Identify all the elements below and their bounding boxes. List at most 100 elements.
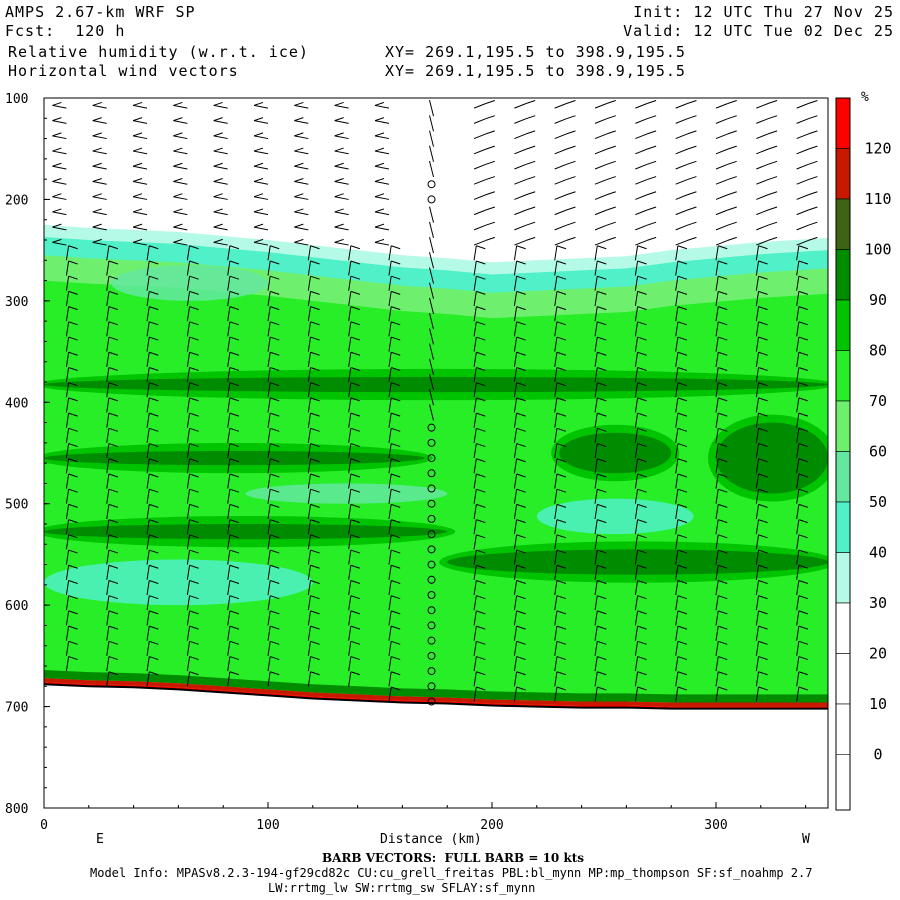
wind-barb <box>796 382 800 398</box>
wind-barb-flag <box>556 290 567 295</box>
wind-barb <box>594 504 598 520</box>
wind-barb-flag <box>92 162 102 167</box>
wind-barb <box>513 352 518 367</box>
wind-barb-flag <box>229 519 240 524</box>
wind-barb-flag <box>718 640 728 645</box>
wind-barb <box>307 489 312 504</box>
wind-barb-flag <box>92 117 102 122</box>
calm-barb <box>427 636 436 645</box>
wind-barb <box>554 458 558 474</box>
wind-barb-flag <box>606 176 616 181</box>
wind-barb <box>186 443 191 459</box>
wind-barb <box>267 276 271 291</box>
wind-barb <box>334 226 349 231</box>
wind-barb-flag <box>798 579 809 584</box>
wind-barb <box>307 580 312 596</box>
wind-barb-flag <box>516 610 526 615</box>
wind-barb <box>294 165 309 170</box>
wind-barb <box>253 165 269 170</box>
wind-barb-flag <box>374 193 385 198</box>
wind-barb <box>267 291 271 307</box>
wind-barb <box>227 489 231 504</box>
wind-barb <box>554 276 558 291</box>
wind-barb-flag <box>637 549 647 554</box>
calm-barb <box>427 195 436 204</box>
wind-barb <box>92 196 107 200</box>
wind-barb <box>307 549 312 565</box>
wind-barb <box>65 458 70 474</box>
wind-barb-flag <box>516 534 526 539</box>
wind-barb <box>65 549 70 565</box>
wind-barb-flag <box>597 579 607 584</box>
wind-barb <box>186 352 191 367</box>
wind-barb <box>307 504 312 520</box>
wind-barb <box>796 239 809 246</box>
wind-barb-flag <box>798 306 809 311</box>
wind-barb-flag <box>758 656 768 661</box>
wind-barb-flag <box>270 488 280 493</box>
wind-barb <box>755 626 760 641</box>
wind-barb <box>594 148 607 155</box>
wind-barb-flag <box>92 223 102 228</box>
wind-barb <box>635 163 648 170</box>
wind-barb-flag <box>149 595 159 600</box>
wind-barb-flag <box>808 236 818 241</box>
wind-barb <box>473 245 477 261</box>
wind-barb <box>675 489 679 504</box>
wind-barb <box>756 163 769 170</box>
wind-barb-flag <box>758 321 768 326</box>
wind-barb <box>513 580 518 596</box>
wind-barb-flag <box>758 336 768 341</box>
wind-barb <box>429 100 435 117</box>
wind-barb <box>348 321 352 337</box>
wind-barb-flag <box>516 336 526 341</box>
wind-barb-flag <box>718 245 728 250</box>
wind-barb-flag <box>556 534 567 539</box>
wind-barb <box>513 519 518 535</box>
wind-barb <box>755 245 760 261</box>
wind-barb <box>755 336 760 352</box>
wind-barb <box>594 103 607 109</box>
wind-barb <box>554 118 567 124</box>
wind-barb-flag <box>294 193 304 198</box>
wind-barb-flag <box>334 117 344 122</box>
colorbar-label: 70 <box>869 392 887 410</box>
wind-barb <box>634 580 639 596</box>
wind-barb <box>334 104 349 109</box>
wind-barb-flag <box>516 306 526 311</box>
wind-barb-flag <box>391 427 401 432</box>
wind-barb <box>594 194 607 200</box>
wind-barb-flag <box>637 412 647 417</box>
wind-barb <box>796 194 809 200</box>
wind-barb <box>554 565 558 580</box>
wind-barb <box>65 382 70 398</box>
wind-barb <box>473 610 477 626</box>
wind-barb-flag <box>229 458 240 463</box>
wind-barb-flag <box>525 160 536 165</box>
wind-barb <box>675 194 688 200</box>
wind-barb-flag <box>606 100 616 104</box>
wind-barb <box>334 196 349 200</box>
wind-barb-flag <box>476 306 486 311</box>
wind-barb <box>146 610 150 626</box>
wind-barb-flag <box>597 488 607 493</box>
wind-barb-flag <box>52 101 62 106</box>
wind-barb-flag <box>808 100 818 104</box>
wind-barb-flag <box>808 221 818 226</box>
wind-barb-flag <box>270 245 280 250</box>
wind-barb <box>92 104 107 109</box>
wind-barb <box>554 671 558 687</box>
wind-barb-flag <box>516 488 526 493</box>
wind-barb <box>755 260 760 276</box>
wind-barb-flag <box>350 488 361 493</box>
wind-barb <box>715 276 719 291</box>
wind-barb-flag <box>476 534 486 539</box>
wind-barb-flag <box>68 336 78 341</box>
wind-barb-flag <box>253 208 264 213</box>
wind-barb <box>755 473 760 489</box>
wind-barb <box>388 489 392 504</box>
wind-barb-flag <box>525 206 536 211</box>
wind-barb <box>715 549 719 565</box>
wind-barb-flag <box>516 686 526 691</box>
wind-barb <box>513 656 518 672</box>
